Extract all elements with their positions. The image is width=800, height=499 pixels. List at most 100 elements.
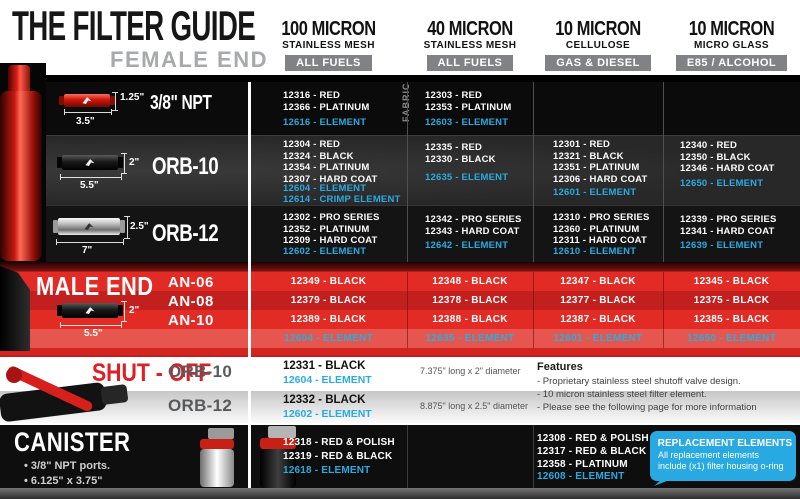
part-number-cell: 12348 - BLACK <box>432 276 508 287</box>
column-separator <box>407 82 408 262</box>
orb12-filter-image <box>53 218 125 235</box>
row-label-orb10: ORB-10 <box>152 153 219 180</box>
column-micron-label: 40 MICRON <box>427 18 513 40</box>
length-dimension: 5.5" <box>80 180 99 191</box>
row-npt-background <box>46 82 800 135</box>
diameter-dimension: 2" <box>129 305 140 316</box>
diameter-dimension: 2" <box>129 157 140 168</box>
dimension-line <box>124 216 130 239</box>
element-numbers: 12603 - ELEMENT <box>425 117 509 128</box>
part-numbers: 12339 - PRO SERIES 12341 - HARD COAT <box>680 214 777 237</box>
fuel-badge: GAS & DIESEL <box>545 55 651 71</box>
part-numbers: 12340 - RED 12350 - BLACK 12346 - HARD C… <box>680 140 775 174</box>
element-numbers: 12602 - ELEMENT <box>283 246 367 257</box>
canister-specs: • 3/8" NPT ports. • 6.125" x 3.75" <box>24 460 111 487</box>
fuel-badge: ALL FUELS <box>426 55 514 71</box>
size-spec: 8.875" long x 2.5" diameter <box>420 401 528 411</box>
part-numbers: 12310 - PRO SERIES 12360 - PLATINUM 1231… <box>553 212 650 246</box>
part-number: 12331 - BLACK <box>283 360 366 372</box>
diameter-dimension: 2.5" <box>130 221 149 232</box>
female-filter-photo <box>0 63 46 262</box>
column-separator <box>533 272 534 348</box>
dimension-line <box>121 153 127 174</box>
row-label-an06: AN-06 <box>168 274 214 291</box>
column-header-10-micron-microglass: 10 MICRON MICRO GLASS E85 / ALCOHOL <box>663 18 800 71</box>
shutoff-row-orb10-background <box>0 357 800 391</box>
part-number-cell: 12389 - BLACK <box>290 314 367 325</box>
part-number: 12332 - BLACK <box>283 394 366 406</box>
length-dimension: 5.5" <box>84 328 103 339</box>
bottom-bar <box>0 488 800 499</box>
callout-text: All replacement elements include (x1) fi… <box>658 450 784 471</box>
filter-photo-neck <box>8 65 30 97</box>
size-spec: 7.375" long x 2" diameter <box>420 366 521 376</box>
female-end-section-label: FEMALE END <box>110 47 268 72</box>
header-divider-bar <box>0 75 800 82</box>
replacement-elements-callout: REPLACEMENT ELEMENTS All replacement ele… <box>650 431 796 481</box>
element-numbers: 12639 - ELEMENT <box>680 240 764 251</box>
part-number-cell: 12345 - BLACK <box>693 276 770 287</box>
dimension-line <box>60 174 122 180</box>
diameter-dimension: 1.25" <box>120 92 145 103</box>
element-numbers: 12650 - ELEMENT <box>680 178 764 189</box>
aeromotive-logo-icon <box>85 159 95 166</box>
column-header-100-micron: 100 MICRON STAINLESS MESH ALL FUELS <box>250 18 407 71</box>
page-title: THE FILTER GUIDE <box>12 2 256 49</box>
row-label-an10: AN-10 <box>168 312 214 329</box>
part-numbers: 12342 - PRO SERIES 12343 - HARD COAT <box>425 214 522 237</box>
part-numbers: 12301 - RED 12321 - BLACK 12351 - PLATIN… <box>553 139 648 185</box>
row-label-orb12: ORB-12 <box>152 220 219 247</box>
features-list: - Proprietary stainless steel shutoff va… <box>537 376 757 413</box>
part-number-cell: 12388 - BLACK <box>432 314 508 325</box>
column-micron-label: 100 MICRON <box>281 18 376 40</box>
part-numbers: 12304 - RED 12324 - BLACK 12354 - PLATIN… <box>283 139 378 185</box>
part-number-cell: 12349 - BLACK <box>290 276 367 287</box>
fabric-note: FABRIC <box>401 82 411 123</box>
dimension-line <box>64 109 112 115</box>
dimension-line <box>121 301 127 322</box>
row-orb10-background <box>46 135 800 206</box>
aeromotive-logo-icon <box>84 223 94 230</box>
callout-title: REPLACEMENT ELEMENTS <box>657 437 793 449</box>
shutoff-row-orb12-background <box>0 391 800 423</box>
npt-filter-image <box>59 94 115 107</box>
column-media-label: CELLULOSE <box>565 40 631 51</box>
aeromotive-logo-icon <box>82 97 92 104</box>
column-separator <box>533 82 534 262</box>
shutoff-valve-photo <box>0 366 128 422</box>
part-number-cell: 12379 - BLACK <box>290 295 367 306</box>
column-separator <box>663 272 664 348</box>
dimension-line <box>60 322 122 328</box>
dimension-line <box>56 239 124 245</box>
part-number-cell: 12347 - BLACK <box>560 276 636 287</box>
row-orb12-background <box>46 205 800 263</box>
element-numbers: 12604 - ELEMENT 12614 - CRIMP ELEMENT <box>283 183 401 205</box>
column-header-40-micron: 40 MICRON STAINLESS MESH ALL FUELS <box>407 18 533 71</box>
part-number-cell: 12375 - BLACK <box>693 295 770 306</box>
column-separator <box>663 82 664 262</box>
part-number-cell: 12387 - BLACK <box>560 314 636 325</box>
element-numbers: 12618 - ELEMENT <box>283 465 371 476</box>
part-number-cell: 12377 - BLACK <box>560 295 636 306</box>
section-divider-red <box>0 355 800 357</box>
column-media-label: MICRO GLASS <box>694 40 769 51</box>
element-number-cell: 12635 - ELEMENT <box>425 333 515 344</box>
filter-photo-body <box>0 91 42 261</box>
part-number-cell: 12378 - BLACK <box>432 295 508 306</box>
column-separator <box>407 425 408 488</box>
part-numbers: 12308 - RED & POLISH 12317 - RED & BLACK… <box>537 433 649 470</box>
element-numbers: 12642 - ELEMENT <box>425 240 509 251</box>
male-end-section-background <box>0 262 800 355</box>
part-numbers: 12302 - PRO SERIES 12352 - PLATINUM 1230… <box>283 212 380 246</box>
row-label-shutoff-orb12: ORB-12 <box>168 396 233 415</box>
element-numbers: 12610 - ELEMENT <box>553 246 637 257</box>
column-header-10-micron-cellulose: 10 MICRON CELLULOSE GAS & DIESEL <box>533 18 663 71</box>
column-separator <box>533 425 534 488</box>
features-title: Features <box>537 361 583 373</box>
element-numbers: 12601 - ELEMENT <box>553 187 637 198</box>
column-micron-label: 10 MICRON <box>688 18 775 40</box>
column-media-label: STAINLESS MESH <box>282 40 375 51</box>
male-end-section-label: MALE END <box>36 271 154 301</box>
element-numbers: 12616 - ELEMENT <box>283 117 367 128</box>
